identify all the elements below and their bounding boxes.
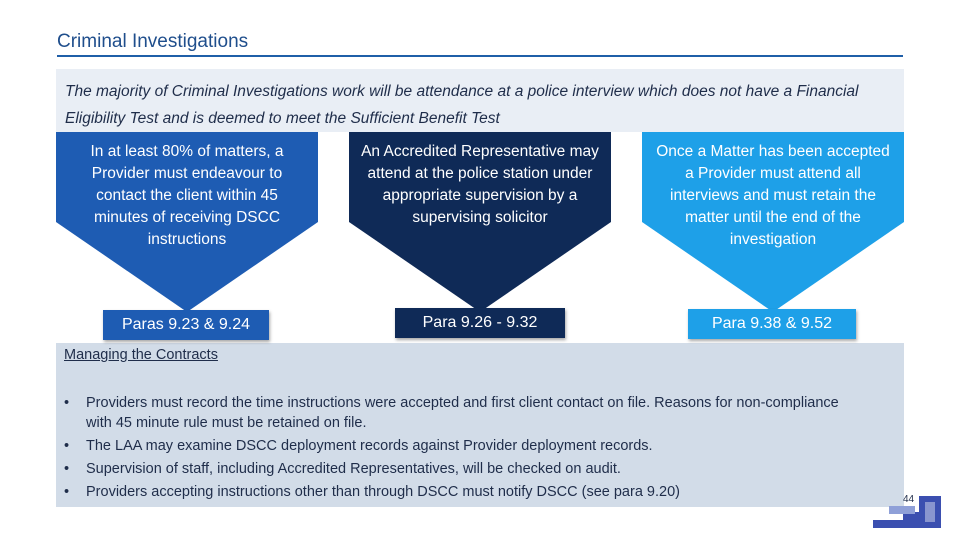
managing-contracts-box: Managing the Contracts • Providers must r…: [56, 343, 904, 507]
corner-decoration-icon: [873, 496, 941, 528]
intro-text: The majority of Criminal Investigations …: [65, 83, 859, 127]
list-item: • Providers accepting instructions other …: [64, 484, 680, 500]
arrow-shape-2: [349, 132, 611, 312]
title-divider: [57, 55, 903, 57]
arrow-text-2: An Accredited Representative may attend …: [361, 143, 599, 226]
contracts-bullet-list: • Providers must record the time instruct…: [64, 393, 854, 505]
arrow-text-1: In at least 80% of matters, a Provider m…: [90, 143, 284, 248]
para-ref-1: Paras 9.23 & 9.24: [103, 310, 269, 340]
para-ref-3: Para 9.38 & 9.52: [688, 309, 856, 339]
contracts-heading: Managing the Contracts: [64, 347, 218, 363]
page-number: 44: [903, 494, 915, 505]
arrow-shape-3: [642, 132, 904, 312]
list-item: • Supervision of staff, including Accredi…: [64, 461, 621, 477]
list-item: • Providers must record the time instruct…: [64, 395, 839, 431]
slide-title: Criminal Investigations: [57, 31, 249, 52]
arrow-shape-1: [56, 132, 318, 312]
arrow-text-3: Once a Matter has been accepted a Provid…: [656, 143, 890, 248]
para-ref-2: Para 9.26 - 9.32: [395, 308, 565, 338]
list-item: • The LAA may examine DSCC deployment rec…: [64, 438, 653, 454]
intro-box: The majority of Criminal Investigations …: [56, 69, 904, 132]
